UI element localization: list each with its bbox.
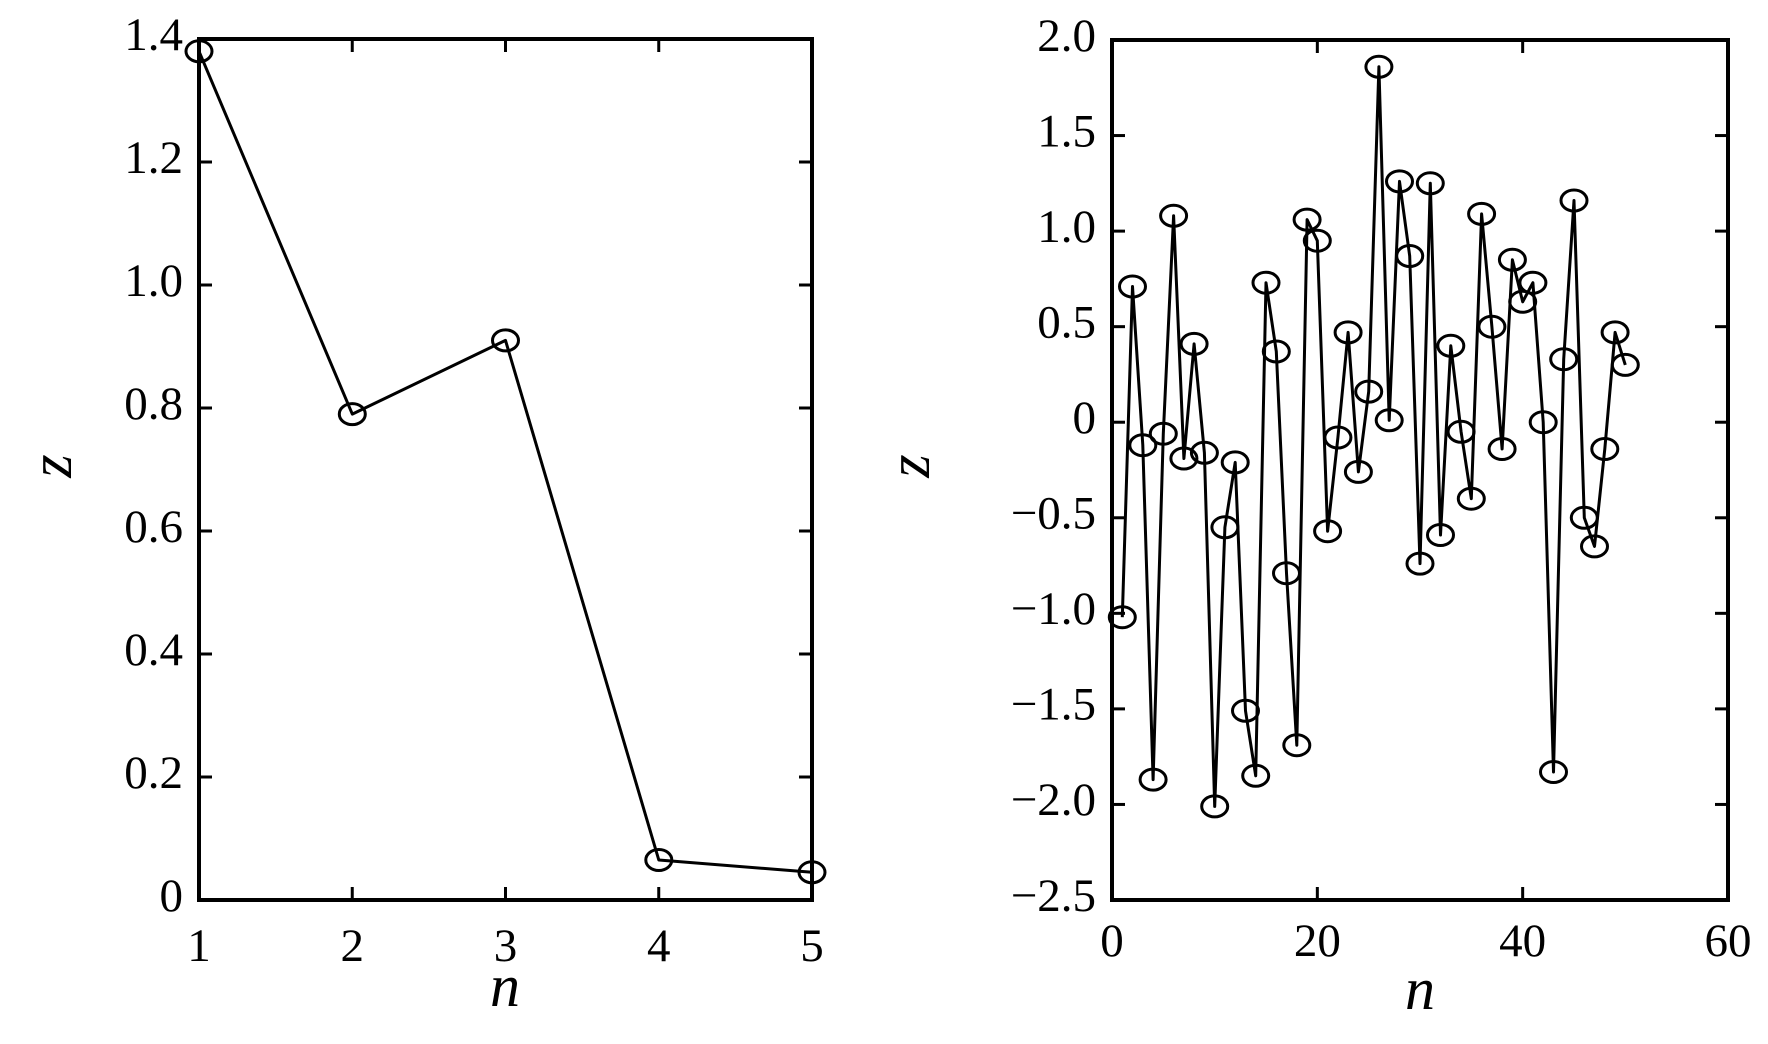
y-tick-label: 0.4 [124,624,183,676]
data-point-marker [184,39,214,64]
data-point-marker [1467,201,1497,226]
data-point-marker [1282,733,1312,758]
data-point-marker [1456,486,1486,511]
x-tick-label: 0 [1100,915,1124,967]
y-tick-label: 0.2 [124,747,183,799]
y-tick-label: 2.0 [1037,10,1096,62]
data-point-marker [1600,320,1630,345]
data-point-marker [491,328,520,353]
x-tick-label: 1 [187,920,211,972]
left-plot: 1 2 3 4 5 0 0.2 0.4 0.6 0.8 1.0 1.2 1.4 n z [18,9,827,1019]
data-point-marker [1343,459,1373,484]
data-point-marker [1323,425,1353,450]
y-axis-label: z [18,454,84,478]
x-tick-label: 5 [800,920,824,972]
data-point-marker [1374,408,1404,433]
data-point-marker [1436,333,1466,358]
y-tick-label: −1.5 [1011,679,1096,731]
x-axis-label: n [1405,956,1435,1022]
data-point-marker [1169,446,1199,471]
data-point-marker [1385,169,1414,194]
data-point-marker [1549,347,1579,372]
data-point-marker [1528,410,1558,435]
data-point-marker [1138,767,1168,792]
data-point-marker [1272,561,1301,586]
data-point-marker [1590,437,1620,461]
data-point-marker [1179,331,1209,356]
data-point-marker [1220,450,1250,475]
data-point-marker [1261,339,1291,364]
data-point-marker [1128,433,1158,458]
data-point-marker [1497,247,1527,272]
x-tick-label: 20 [1294,915,1341,967]
right-plot: 0 20 40 60 −2.5 −2.0 −1.5 −1.0 −0.5 0 0.5 1.0 1.5 2.0… [876,10,1752,1022]
x-axis-label: n [490,953,520,1019]
y-tick-label: 0.6 [124,501,183,553]
y-tick-label: 1.2 [124,132,183,184]
x-tick-label: 40 [1499,915,1546,967]
right-plot-data-line [1120,65,1627,808]
x-tick-label: 2 [341,920,365,972]
y-tick-label: −2.5 [1011,870,1096,922]
data-point-marker [1539,760,1568,784]
y-tick-label: −0.5 [1011,488,1096,540]
data-point-marker [1251,270,1281,295]
data-point-marker [1518,270,1548,295]
data-point-marker [1508,289,1538,314]
data-point-marker [644,848,674,872]
data-point-marker [1231,698,1260,723]
y-tick-label: 1.4 [124,9,183,61]
data-point-marker [1313,519,1343,544]
y-tick-label: 1.5 [1037,105,1096,157]
data-point-marker [1569,505,1599,530]
data-point-marker [1487,437,1517,461]
y-tick-label: 1.0 [124,255,183,307]
data-point-marker [1405,551,1435,576]
data-point-marker [1210,515,1240,540]
data-point-marker [1610,352,1640,377]
left-plot-data-line [197,50,813,874]
data-point-marker [1333,320,1363,345]
data-point-marker [1364,54,1394,79]
data-point-marker [1446,419,1476,444]
data-point-marker [1200,794,1230,819]
y-tick-label: 0.8 [124,378,183,430]
data-point-marker [1477,314,1507,339]
x-tick-label: 3 [494,920,518,972]
y-tick-label: −2.0 [1011,774,1096,826]
data-point-marker [1354,379,1384,404]
data-point-marker [1395,244,1425,268]
y-tick-label: 0 [160,870,184,922]
y-tick-label: 1.0 [1037,201,1096,253]
data-point-marker [1559,188,1589,213]
data-point-marker [1580,534,1609,559]
data-point-marker [1241,763,1271,788]
data-point-marker [1302,228,1332,253]
data-point-marker [337,402,367,427]
data-point-marker [1415,171,1445,196]
data-point-marker [1426,523,1455,547]
x-tick-label: 60 [1705,915,1752,967]
y-axis-label: z [876,454,942,478]
data-point-marker [797,860,827,885]
data-point-marker [1148,421,1178,446]
y-tick-label: −1.0 [1011,583,1096,635]
left-plot-axes-box [197,37,814,902]
data-point-marker [1107,605,1137,630]
data-point-marker [1189,440,1219,465]
right-plot-axes-box [1110,38,1730,902]
data-point-marker [1292,207,1322,232]
data-point-marker [1118,274,1147,299]
y-tick-label: 0.5 [1037,296,1096,348]
y-tick-label: 0 [1073,392,1097,444]
x-tick-label: 4 [647,920,671,972]
data-point-marker [1159,203,1189,228]
